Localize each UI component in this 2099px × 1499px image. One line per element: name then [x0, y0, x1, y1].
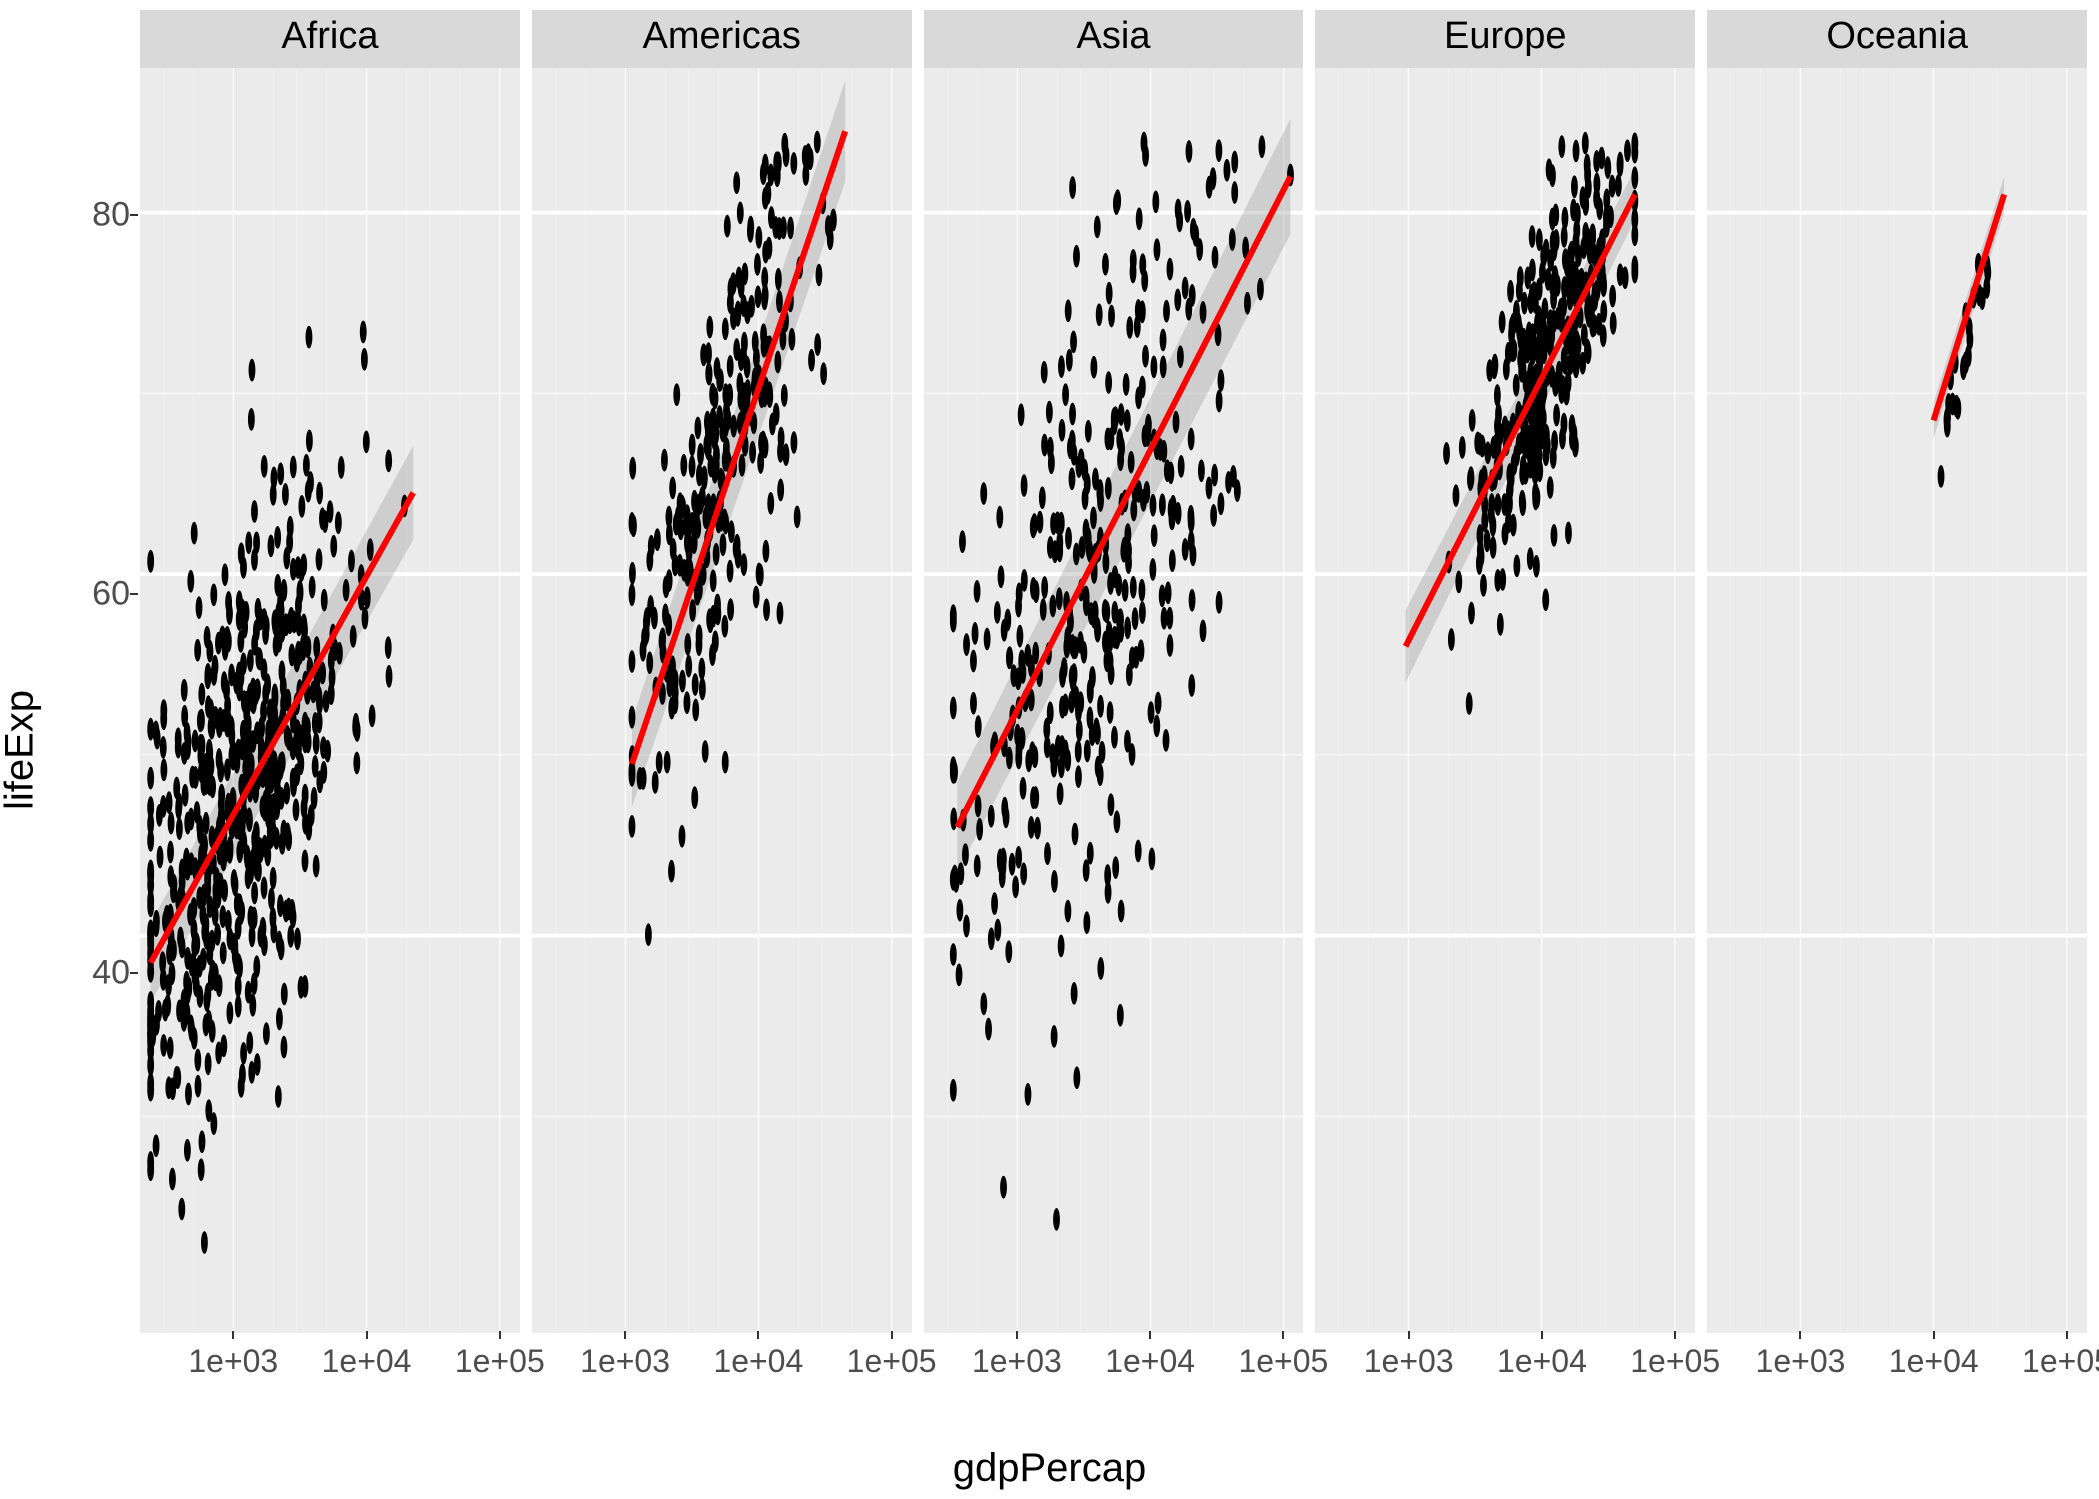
- facet-panel: [924, 68, 1304, 1333]
- facet-panel: [1707, 68, 2087, 1333]
- y-tick-label: 60: [92, 575, 130, 614]
- y-tick-label: 80: [92, 196, 130, 235]
- x-tick-label: 1e+04: [1889, 1343, 1979, 1380]
- panel-svg: [140, 68, 520, 1333]
- scatter-points: [147, 320, 408, 1253]
- panel-svg: [532, 68, 912, 1333]
- x-tick-label: 1e+03: [972, 1343, 1062, 1380]
- facet-panel: [1315, 68, 1695, 1333]
- x-axis-title: gdpPercap: [953, 1446, 1146, 1491]
- regression-line: [1934, 194, 2005, 420]
- facet-column: Oceania1e+031e+041e+05: [1707, 10, 2087, 1389]
- facet-column: Europe1e+031e+041e+05: [1315, 10, 1695, 1389]
- x-tick-label: 1e+03: [580, 1343, 670, 1380]
- x-tick-label: 1e+04: [713, 1343, 803, 1380]
- facet-panels-row: Africa1e+031e+041e+05Americas1e+031e+041…: [140, 10, 2087, 1389]
- x-tick-label: 1e+05: [2022, 1343, 2099, 1380]
- x-tick-label: 1e+03: [1364, 1343, 1454, 1380]
- x-tick-label: 1e+04: [322, 1343, 412, 1380]
- facet-strip-label: Asia: [924, 10, 1304, 68]
- facet-column: Americas1e+031e+041e+05: [532, 10, 912, 1389]
- facet-panel: [532, 68, 912, 1333]
- x-axis-tick-labels: 1e+031e+041e+05: [1315, 1333, 1695, 1389]
- panel-svg: [924, 68, 1304, 1333]
- faceted-scatter-chart: lifeExp gdpPercap 40 60 80 Africa 1e+03 1e+0…: [0, 0, 2099, 1499]
- x-axis-tick-labels: 1e+031e+041e+05: [532, 1333, 912, 1389]
- x-tick-label: 1e+04: [1105, 1343, 1195, 1380]
- x-axis-tick-labels: 1e+031e+041e+05: [1707, 1333, 2087, 1389]
- x-tick-label: 1e+04: [1497, 1343, 1587, 1380]
- regression-line: [1406, 194, 1635, 646]
- panel-svg: [1315, 68, 1695, 1333]
- y-axis-tick-labels: 40 60 80: [70, 64, 130, 1389]
- facet-strip-label: Americas: [532, 10, 912, 68]
- regression-line: [632, 131, 845, 764]
- panel-svg: [1707, 68, 2087, 1333]
- x-axis-tick-labels: 1e+031e+041e+05: [924, 1333, 1304, 1389]
- facet-column: Asia1e+031e+041e+05: [924, 10, 1304, 1389]
- y-tick-label: 40: [92, 953, 130, 992]
- facet-strip-label: Europe: [1315, 10, 1695, 68]
- x-tick-label: 1e+03: [1756, 1343, 1846, 1380]
- x-axis-tick-labels: 1e+031e+041e+05: [140, 1333, 520, 1389]
- regression-line: [957, 176, 1290, 827]
- scatter-points: [1443, 132, 1638, 715]
- y-axis-title: lifeExp: [0, 689, 43, 809]
- x-tick-label: 1e+03: [188, 1343, 278, 1380]
- facet-strip-label: Oceania: [1707, 10, 2087, 68]
- facet-panel: [140, 68, 520, 1333]
- facet-column: Africa1e+031e+041e+05: [140, 10, 520, 1389]
- facet-strip-label: Africa: [140, 10, 520, 68]
